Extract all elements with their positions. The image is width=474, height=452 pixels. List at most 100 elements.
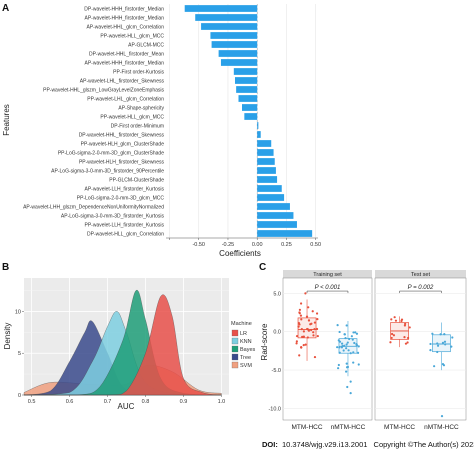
panel-a-category-label: PP-wavelet-HLH_glcm_ClusterShade — [81, 141, 165, 147]
panel-c-point — [443, 340, 447, 343]
panel-c-point — [297, 325, 300, 328]
panel-a-bar — [257, 185, 282, 192]
panel-b-xtick-label: 1.0 — [218, 399, 226, 405]
panel-c-point — [340, 346, 343, 349]
panel-c-point — [337, 339, 340, 342]
panel-c-point — [304, 343, 307, 346]
panel-b-ylabel: Density — [3, 323, 12, 350]
panel-c-ytick-label: 5.0 — [273, 291, 281, 297]
panel-c-outlier — [349, 392, 352, 395]
panel-c-point — [302, 335, 305, 338]
panel-a-xtick-label: 0.50 — [310, 242, 321, 248]
panel-c-point — [340, 342, 344, 345]
panel-a-bar — [257, 194, 285, 201]
panel-c-point — [310, 328, 313, 332]
panel-c-point — [312, 334, 315, 337]
panel-c-facet-strip — [375, 270, 466, 278]
footer-copyright: Copyright ©The Author(s) 2023. — [374, 440, 474, 449]
panel-c-point — [429, 342, 432, 346]
panel-b-xtick-label: 0.9 — [180, 399, 188, 405]
panel-c-point — [305, 315, 309, 318]
panel-a-bar — [257, 212, 294, 219]
panel-a-category-label: DP-wavelet-HLL_glcm_Correlation — [87, 231, 164, 237]
legend-label-tree: Tree — [240, 355, 251, 361]
panel-c-point — [390, 336, 393, 340]
panel-c-facet-2: Test set P = 0.002 MTM-HCC nMTM-HCC — [374, 270, 467, 431]
panel-c-category-label: MTM-HCC — [384, 424, 415, 431]
panel-c-facet-strip — [283, 270, 372, 278]
panel-b-ytick-label: 5 — [18, 351, 21, 357]
panel-c-point — [436, 342, 439, 345]
panel-c-category-label: nMTM-HCC — [331, 424, 366, 431]
panel-a-category-label: AP-GLCM-MCC — [128, 42, 164, 48]
panel-c-point — [355, 342, 358, 346]
panel-c-point — [345, 370, 348, 373]
panel-a-bar — [201, 23, 258, 30]
panel-c-point — [451, 336, 454, 339]
panel-a-bar — [257, 176, 278, 183]
panel-c-point — [338, 351, 341, 354]
panel-c-point — [349, 352, 352, 355]
panel-c-point — [336, 346, 339, 349]
panel-c-point — [306, 336, 309, 339]
legend-swatch-tree — [231, 353, 239, 361]
panel-a-category-label: PP-wavelet-HLL_glcm_MCC — [100, 33, 164, 39]
panel-c-ytick-label: -10.0 — [268, 406, 281, 412]
panel-c-chart: Training set P < 0.001 MTM-HCC nMTM-HCC -10.… — [260, 270, 467, 431]
panel-c-point — [343, 333, 346, 336]
panel-b-xtick-label: 0.5 — [28, 399, 36, 405]
panel-c-point — [355, 332, 359, 335]
panel-a-category-label: PP-First order-Kurtosis — [113, 69, 164, 75]
panel-c-point — [394, 319, 398, 322]
panel-a-bar — [257, 230, 313, 237]
panel-c-plot-area — [374, 277, 467, 421]
panel-c-point — [337, 367, 340, 370]
legend-label-knn: KNN — [240, 339, 252, 345]
panel-a-bar — [220, 59, 258, 66]
panel-c-point — [301, 335, 304, 338]
panel-c-point — [392, 334, 396, 337]
panel-a-category-label: AP-LoG-sigma-3-0-mm-3D_firstorder_90Perc… — [51, 168, 164, 174]
panel-a-category-label: PP-LoG-sigma-2-0-mm-3D_glcm_MCC — [77, 195, 165, 201]
panel-c-box — [432, 334, 451, 353]
panel-a-bar — [257, 167, 276, 174]
panel-c-point — [295, 334, 299, 338]
panel-c-point — [357, 345, 360, 348]
panel-c-point — [436, 344, 440, 347]
panel-b-ytick-label: 0 — [18, 393, 21, 399]
panel-c-point — [298, 354, 301, 357]
panel-c-point — [307, 329, 311, 332]
panel-c-point — [312, 331, 315, 334]
panel-c-point — [441, 363, 445, 366]
panel-c-point — [347, 349, 350, 352]
panel-a-bar — [233, 68, 258, 75]
panel-a-category-label: AP-LoG-sigma-3-0-mm-3D_firstorder_Kurtos… — [61, 213, 165, 219]
panel-a-bar — [238, 95, 258, 102]
panel-a-bar — [257, 140, 272, 147]
panel-c-outlier — [304, 292, 307, 295]
panel-a-xtick-label: -0.50 — [192, 242, 205, 248]
panel-c-point — [353, 341, 356, 345]
panel-c-point — [336, 324, 339, 327]
panel-b-xlabel: AUC — [118, 402, 135, 411]
panel-a-bar — [257, 131, 261, 138]
panel-a-xtick-label: -0.25 — [222, 242, 235, 248]
panel-a-category-label: AP-wavelet-LHH_glszm_DependenceNonUnifor… — [23, 204, 164, 210]
panel-c-point — [439, 333, 442, 336]
panel-c-p-value: P = 0.002 — [408, 285, 434, 291]
panel-a-category-label: PP-wavelet-HLL_glcm_MCC — [100, 114, 164, 120]
panel-c-outlier — [349, 380, 352, 383]
panel-c-point — [300, 328, 303, 331]
panel-c-point — [338, 346, 341, 349]
panel-c-ylabel: Rad-score — [260, 323, 269, 360]
panel-c-point — [337, 363, 340, 367]
panel-c-category-label: MTM-HCC — [292, 424, 323, 431]
panel-a-bar — [218, 50, 258, 57]
panel-c-point — [345, 362, 348, 365]
panel-a-category-label: DP-wavelet-HHL_firstorder_Mean — [89, 51, 164, 57]
panel-a-bar — [257, 221, 297, 228]
panel-c-point — [403, 324, 407, 327]
panel-label-c: C — [259, 262, 266, 273]
panel-a-category-label: DP-wavelet-HHH_firstorder_Median — [84, 6, 164, 12]
panel-c-point — [345, 366, 349, 369]
